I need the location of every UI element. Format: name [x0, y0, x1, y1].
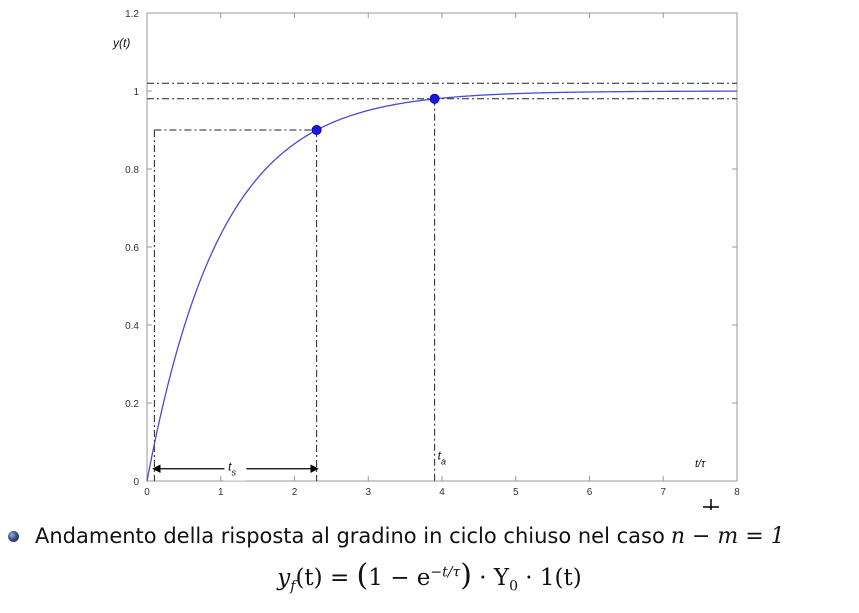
y-tick-label: 1.2 — [125, 9, 139, 20]
formula-one-minus: 1 − e — [368, 565, 431, 591]
bullet-item: Andamento della risposta al gradino in c… — [8, 518, 785, 554]
ta-label-subscript: a — [441, 457, 446, 467]
formula-lhs: y — [277, 565, 291, 591]
ts-label-background — [224, 456, 247, 481]
x-tick-label: 6 — [587, 487, 593, 498]
bullet-icon — [8, 530, 19, 542]
formula-paren-open: ( — [356, 558, 369, 593]
y-tick-label: 0.2 — [125, 399, 139, 410]
y-tick-label: 0 — [133, 477, 139, 488]
x-tick-label: 0 — [144, 487, 150, 498]
data-point-marker — [429, 93, 440, 104]
formula-lhs-sub: f — [290, 578, 296, 595]
y-tick-label: 1 — [133, 87, 139, 98]
y-tick-label: 0.6 — [125, 243, 139, 254]
x-tick-label: 3 — [365, 487, 371, 498]
formula-arg: (t) = — [295, 565, 357, 591]
formula-rest: · Y — [471, 565, 510, 591]
y-tick-label: 0.8 — [125, 165, 139, 176]
bullet-text: Andamento della risposta al gradino in c… — [35, 524, 665, 548]
x-tick-label: 5 — [513, 487, 519, 498]
formula-exponent: −t/τ — [430, 564, 461, 581]
y-axis-label: y(t) — [112, 36, 130, 50]
data-point-marker — [311, 125, 322, 135]
response-curve — [146, 90, 737, 482]
y-tick-label: 0.4 — [125, 321, 139, 332]
x-tick-label: 8 — [734, 487, 740, 498]
x-tick-label: 7 — [660, 487, 666, 498]
x-axis-label: t/τ — [695, 458, 706, 470]
formula-paren-close: ) — [460, 558, 472, 593]
formula-tail: · 1(t) — [517, 565, 582, 591]
bullet-math: n − m = 1 — [670, 523, 785, 549]
ta-label: ta — [438, 449, 446, 467]
x-tick-label: 2 — [292, 487, 298, 498]
x-tick-label: 1 — [218, 487, 224, 498]
ts-label-subscript: s — [231, 468, 236, 478]
ts-label: ts — [228, 460, 236, 478]
formula-rest-sub: 0 — [509, 578, 518, 595]
step-response-chart: 0 1 2 3 4 5 6 7 8 0 0.2 0.4 0.6 0.8 1 1.2 y(t) t/τ ts ta — [112, 9, 740, 510]
step-response-formula: yf(t) = (1 − e−t/τ) · Y0 · 1(t) — [0, 558, 859, 595]
x-tick-label: 4 — [439, 487, 445, 498]
